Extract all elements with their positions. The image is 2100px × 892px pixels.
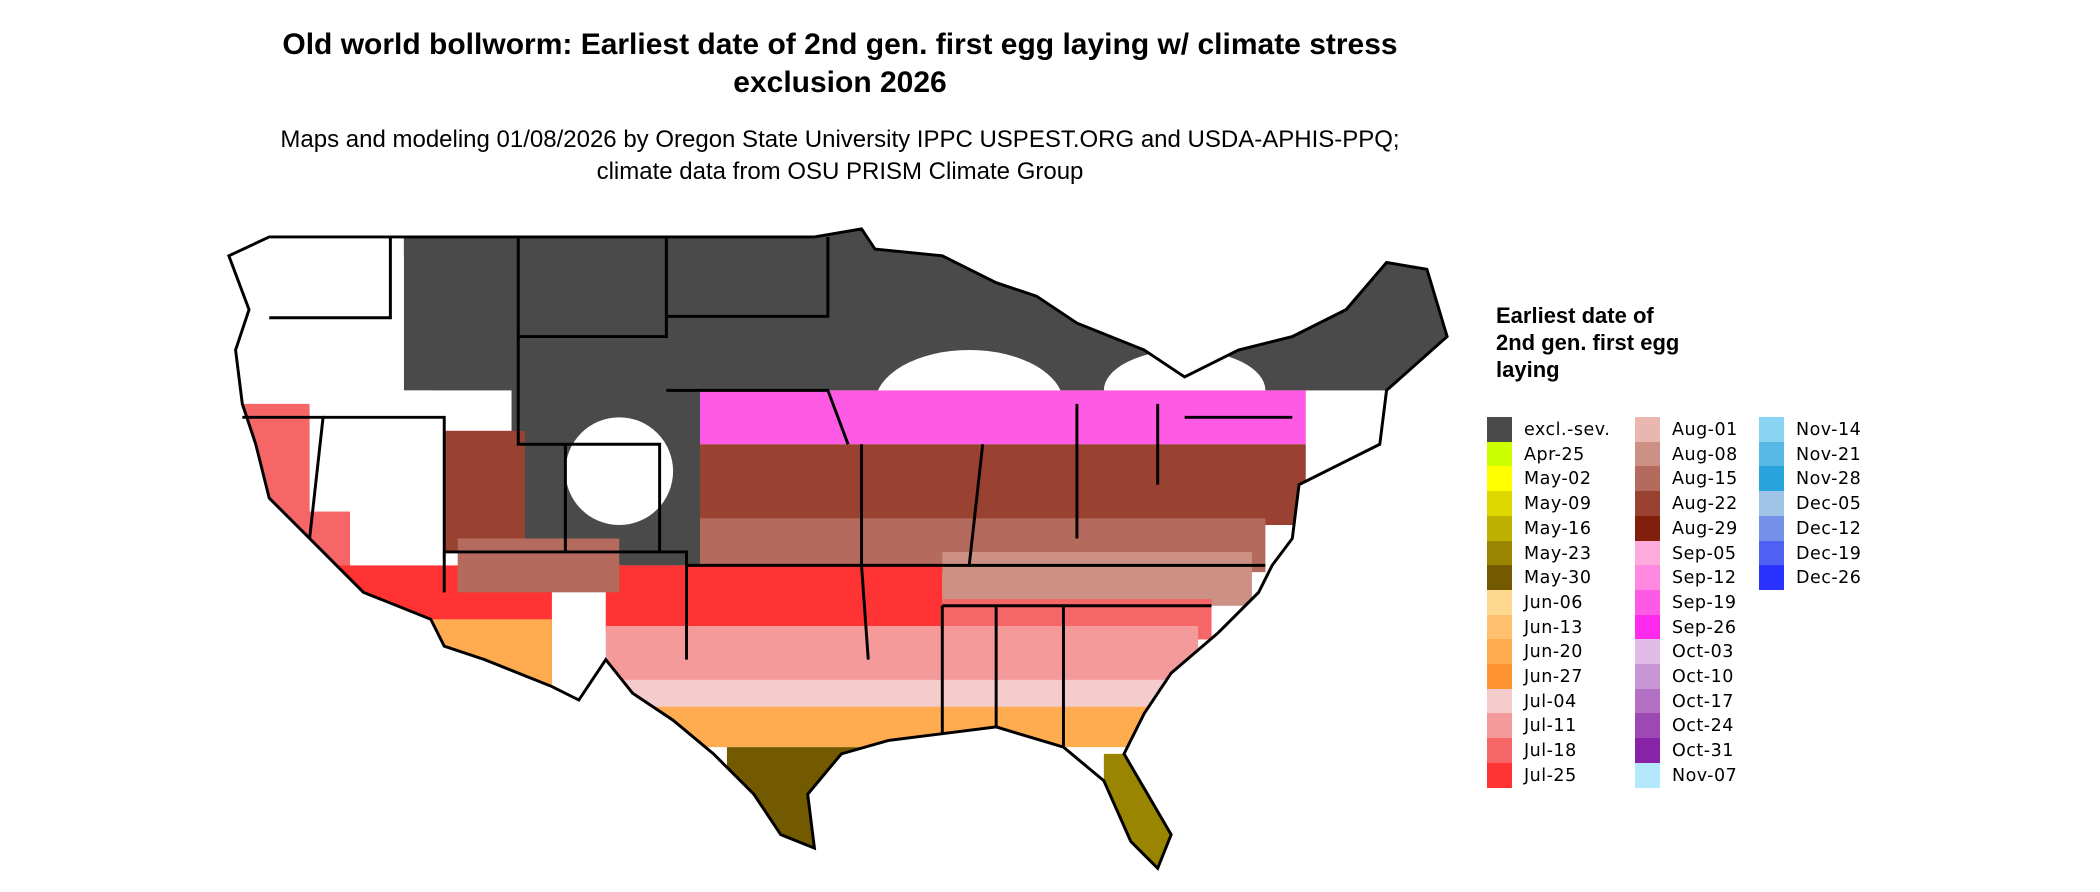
legend-label: Aug-29	[1672, 518, 1738, 539]
legend-swatch	[1487, 664, 1512, 689]
legend-label: Jun-20	[1524, 642, 1583, 663]
legend-label: Jul-25	[1524, 765, 1577, 786]
legend-label: Jun-27	[1524, 667, 1583, 687]
legend-swatch	[1635, 540, 1660, 566]
legend-label: Aug-01	[1672, 420, 1738, 440]
legend-label: May-16	[1524, 518, 1592, 539]
legend-label: May-23	[1524, 543, 1592, 564]
legend-label: Oct-10	[1672, 667, 1734, 687]
legend-label: Oct-31	[1672, 741, 1734, 762]
legend-label: Dec-12	[1796, 518, 1862, 539]
legend-swatch	[1759, 540, 1784, 566]
state-borders	[227, 227, 1449, 870]
legend-swatch	[1635, 589, 1660, 615]
legend-swatch	[1487, 565, 1512, 591]
legend-swatch	[1759, 441, 1784, 467]
legend-label: Nov-14	[1796, 420, 1862, 440]
legend-label: Nov-07	[1672, 765, 1738, 786]
legend-swatch	[1487, 466, 1512, 492]
legend-label: Sep-26	[1672, 617, 1737, 638]
legend-label: Oct-24	[1672, 716, 1734, 737]
legend-label: Jul-11	[1524, 716, 1577, 737]
legend-label: Sep-19	[1672, 592, 1737, 613]
legend-label: Aug-22	[1672, 494, 1738, 515]
legend-swatch	[1635, 466, 1660, 492]
legend-label: excl.-sev.	[1524, 420, 1611, 440]
legend-swatch	[1635, 417, 1660, 442]
legend-label: Sep-05	[1672, 543, 1737, 564]
legend-label: Jun-13	[1524, 617, 1583, 638]
legend-swatch	[1635, 664, 1660, 689]
legend-swatch	[1635, 688, 1660, 714]
legend-swatch	[1487, 417, 1512, 442]
legend-label: Apr-25	[1524, 444, 1585, 465]
legend-swatch	[1635, 441, 1660, 467]
legend-swatch	[1635, 515, 1660, 541]
legend-label: Sep-12	[1672, 568, 1737, 589]
legend-swatch	[1635, 762, 1660, 788]
legend-swatch	[1487, 738, 1512, 764]
map-title: Old world bollworm: Earliest date of 2nd…	[282, 28, 1398, 99]
legend-swatch	[1487, 441, 1512, 467]
legend-label: Jun-06	[1524, 592, 1583, 613]
legend-swatch	[1487, 589, 1512, 615]
legend-label: Dec-05	[1796, 494, 1862, 515]
legend-swatch	[1759, 515, 1784, 541]
legend-swatch	[1487, 688, 1512, 714]
legend-swatch	[1487, 614, 1512, 640]
legend-label: Nov-21	[1796, 444, 1862, 465]
legend-swatch	[1759, 417, 1784, 442]
legend-swatch	[1635, 639, 1660, 665]
legend-swatch	[1487, 762, 1512, 788]
legend-swatch	[1487, 639, 1512, 665]
legend-swatch	[1487, 515, 1512, 541]
legend-swatch	[1759, 466, 1784, 492]
legend-label: Nov-28	[1796, 469, 1862, 490]
legend-label: Oct-17	[1672, 691, 1734, 712]
legend-swatch	[1635, 491, 1660, 517]
legend-label: Oct-03	[1672, 642, 1734, 663]
legend-label: May-02	[1524, 469, 1592, 490]
legend-swatch	[1759, 565, 1784, 591]
legend-label: Dec-26	[1796, 568, 1862, 589]
legend-title: Earliest date of 2nd gen. first egg layi…	[1496, 303, 1680, 382]
map-subtitle: Maps and modeling 01/08/2026 by Oregon S…	[280, 126, 1400, 185]
legend-swatch	[1635, 713, 1660, 739]
legend-label: Aug-15	[1672, 469, 1738, 490]
legend-swatch	[1759, 491, 1784, 517]
legend-swatch	[1635, 738, 1660, 764]
map-raster	[228, 228, 1448, 869]
legend-swatch	[1635, 614, 1660, 640]
legend-label: Aug-08	[1672, 444, 1738, 465]
legend-label: Jul-18	[1524, 741, 1577, 762]
legend-label: Dec-19	[1796, 543, 1862, 564]
legend-swatch	[1487, 491, 1512, 517]
legend-swatch	[1487, 540, 1512, 566]
legend-swatch	[1635, 565, 1660, 591]
legend-label: May-30	[1524, 568, 1592, 589]
legend-swatch	[1487, 713, 1512, 739]
legend-label: May-09	[1524, 494, 1592, 515]
legend-label: Jul-04	[1524, 691, 1577, 712]
